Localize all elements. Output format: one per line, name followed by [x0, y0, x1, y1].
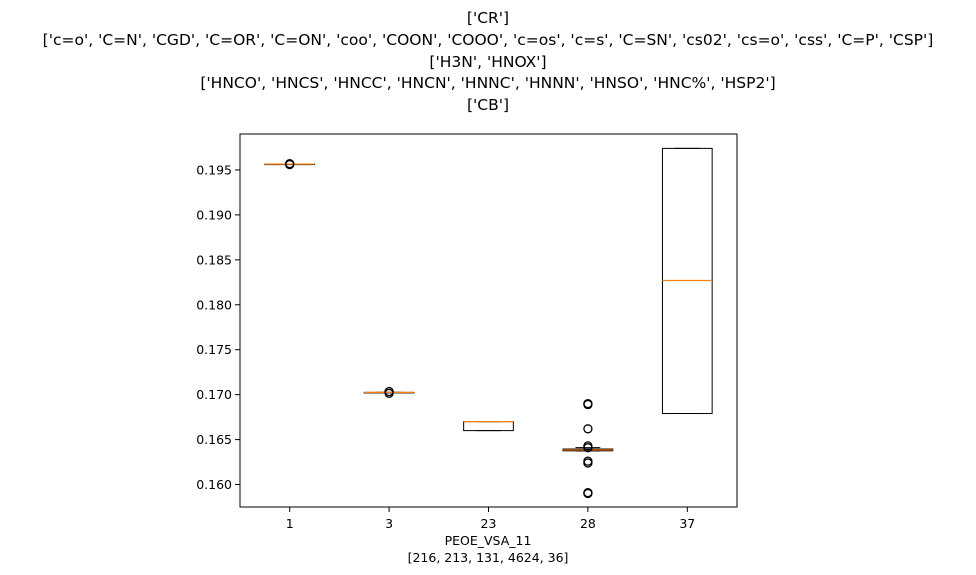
outlier-point: [583, 443, 593, 453]
y-tick-label: 0.180: [196, 297, 232, 312]
outlier-point: [285, 159, 295, 169]
box-group-37: [661, 147, 713, 415]
outlier-point: [583, 488, 593, 499]
title-line-1: ['CR']: [467, 9, 509, 27]
title-line-3: ['H3N', 'HNOX']: [429, 53, 546, 71]
outlier-point: [583, 458, 593, 468]
x-axis-label: PEOE_VSA_11: [445, 533, 532, 548]
y-tick-label: 0.195: [196, 162, 232, 177]
y-tick-label: 0.170: [196, 387, 232, 402]
chart-title: ['CR'] ['c=o', 'C=N', 'CGD', 'C=OR', 'C=…: [43, 9, 934, 114]
plot-area: [264, 147, 713, 499]
title-line-2: ['c=o', 'C=N', 'CGD', 'C=OR', 'C=ON', 'c…: [43, 31, 934, 49]
x-tick-label: 23: [481, 516, 497, 531]
title-line-5: ['CB']: [467, 96, 509, 114]
y-tick-label: 0.165: [196, 432, 232, 447]
y-tick-label: 0.175: [196, 342, 232, 357]
y-axis: 0.160 0.165 0.170 0.175 0.180 0.185 0.190 0.195: [196, 162, 240, 492]
outlier-point: [583, 424, 593, 434]
x-tick-label: 28: [580, 516, 596, 531]
x-axis: 1 3 23 28 37: [286, 507, 695, 531]
outlier-point: [384, 386, 394, 397]
x-tick-label: 1: [286, 516, 294, 531]
y-tick-label: 0.190: [196, 207, 232, 222]
outlier-point: [583, 399, 593, 410]
box-group-28: [562, 398, 614, 499]
box-body: [463, 421, 514, 432]
title-line-4: ['HNCO', 'HNCS', 'HNCC', 'HNCN', 'HNNC',…: [200, 74, 775, 92]
y-tick-label: 0.185: [196, 252, 232, 267]
box-group-3: [363, 386, 415, 398]
x-tick-label: 3: [385, 516, 393, 531]
y-tick-label: 0.160: [196, 477, 232, 492]
box-group-23: [463, 421, 514, 432]
box-group-1: [264, 159, 316, 170]
x-tick-label: 37: [679, 516, 695, 531]
x-axis-sublabel: [216, 213, 131, 4624, 36]: [408, 550, 569, 565]
